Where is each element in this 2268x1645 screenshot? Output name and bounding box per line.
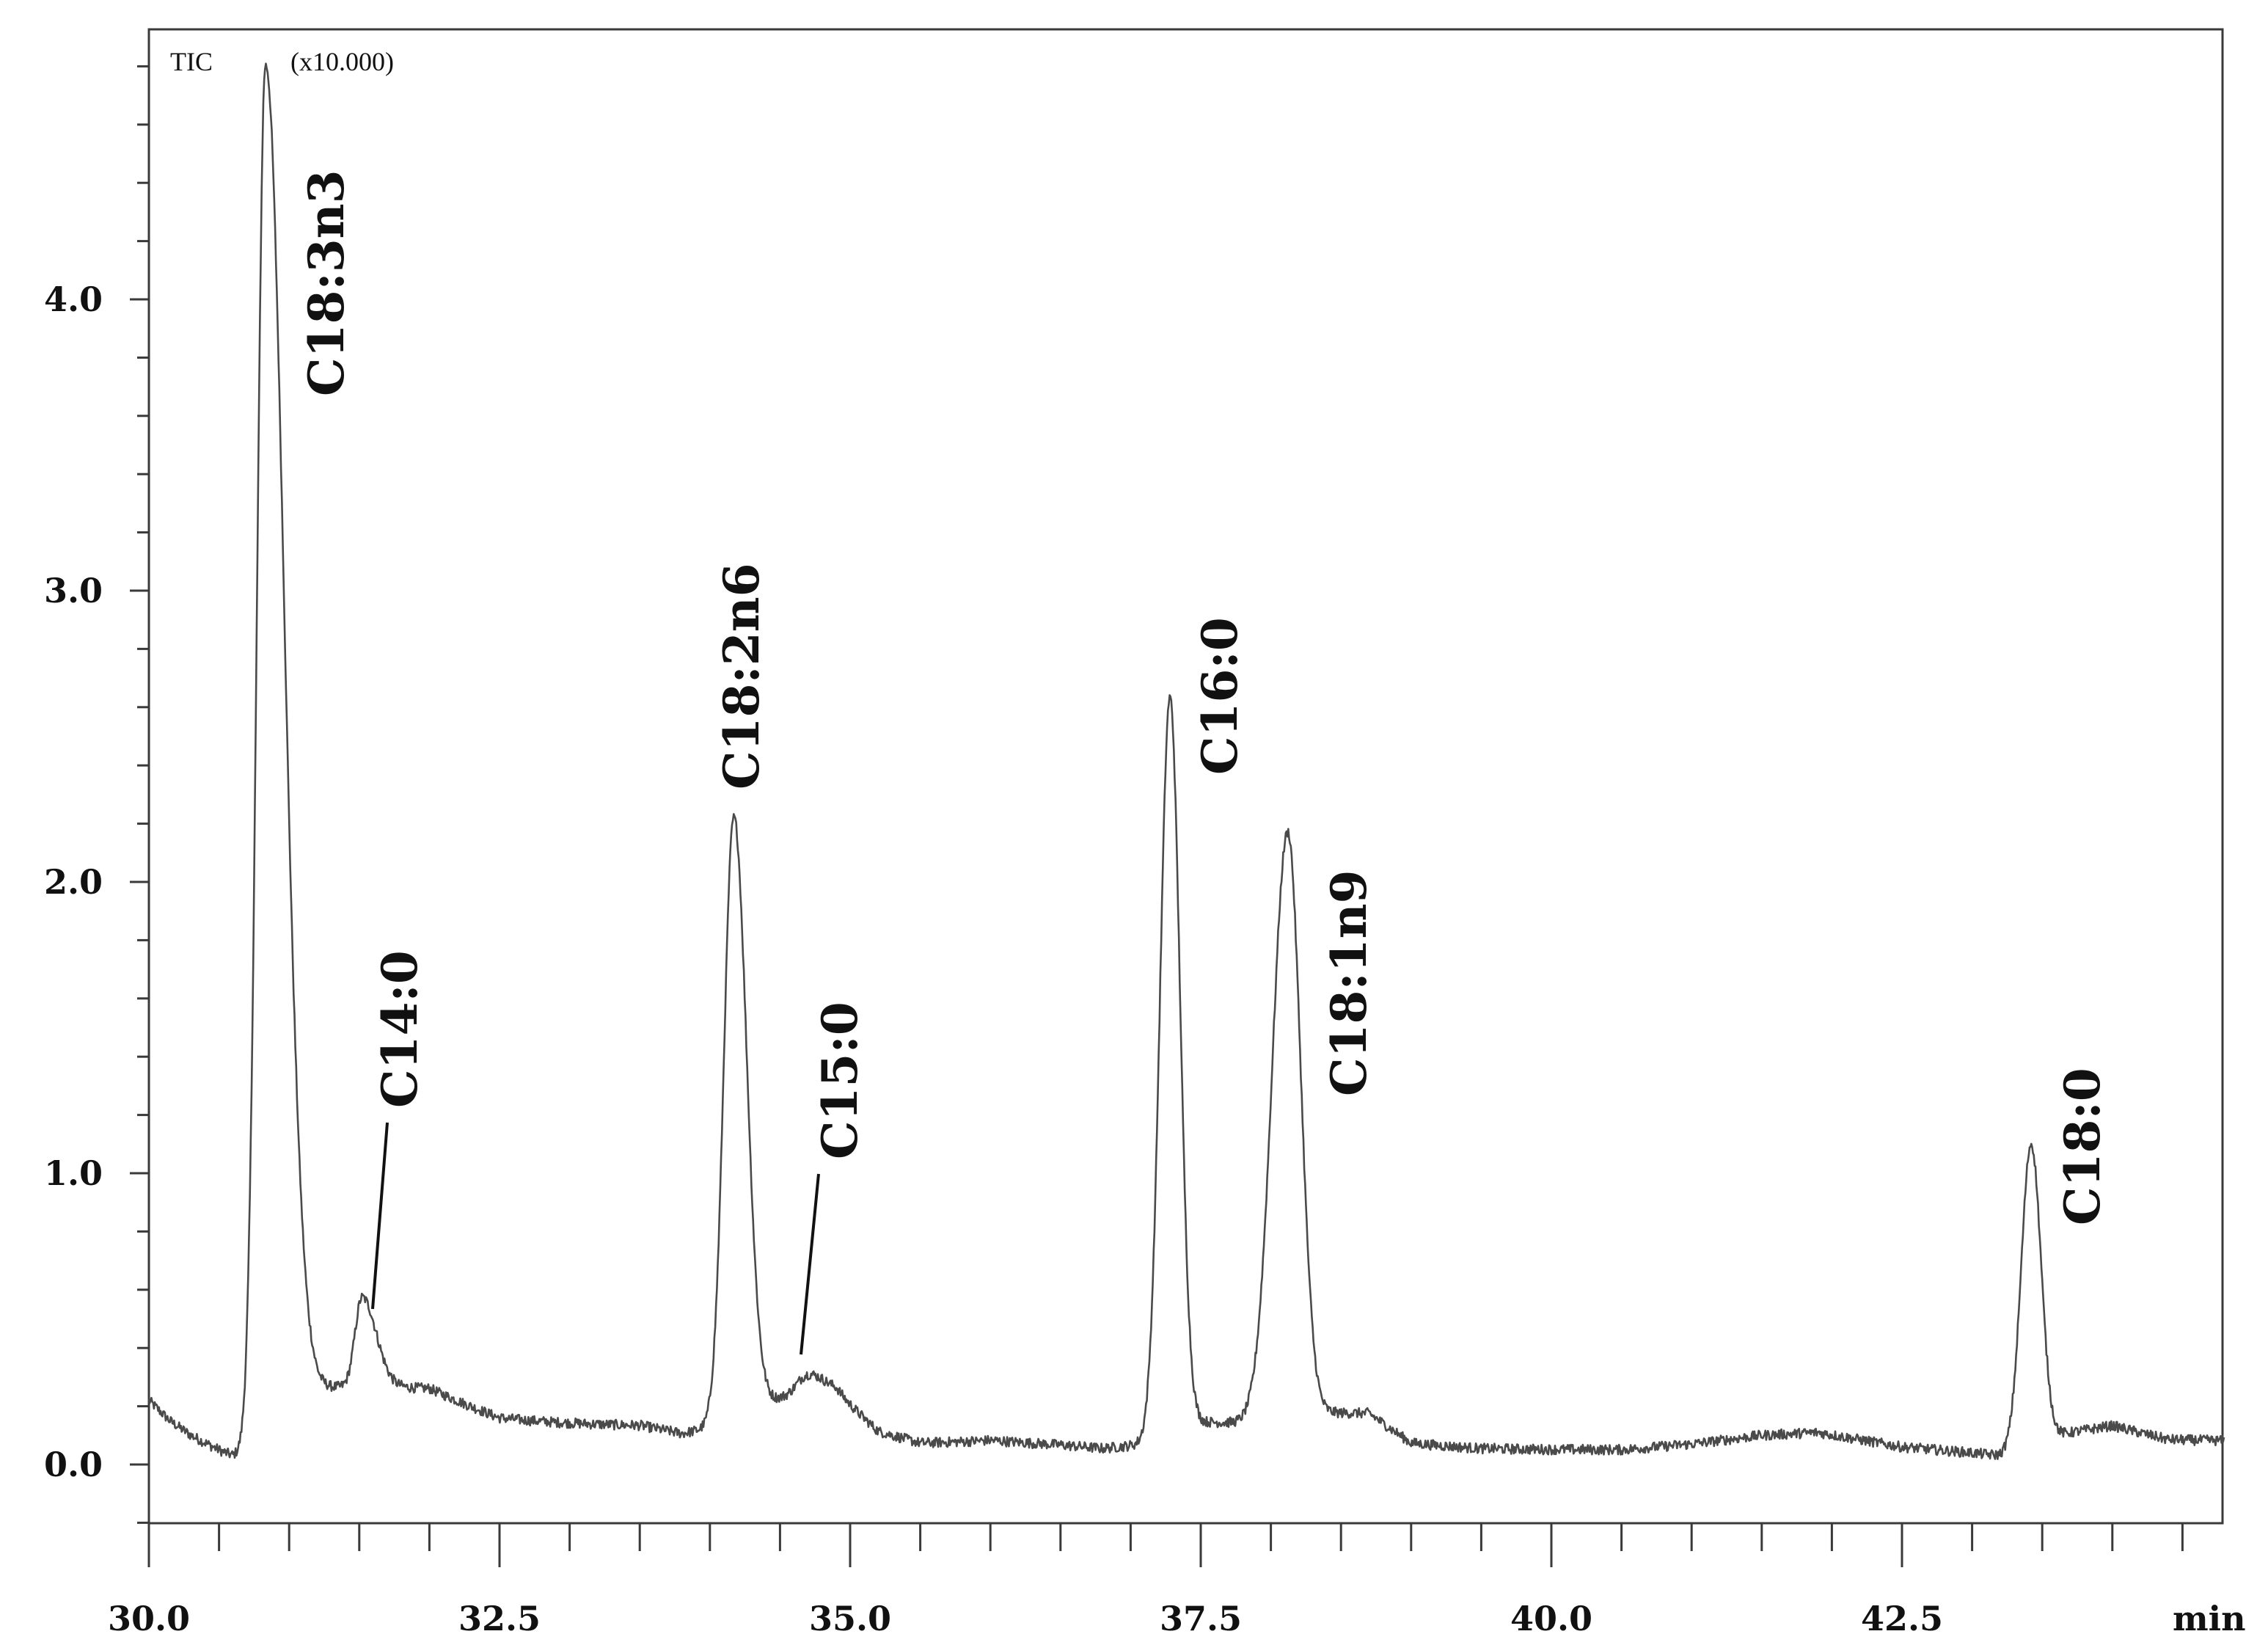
peak-label: C18:0 xyxy=(2054,1068,2111,1225)
y-tick-label: 1.0 xyxy=(44,1153,103,1193)
x-axis-unit-label: min xyxy=(2173,1599,2246,1638)
y-tick-label: 2.0 xyxy=(44,862,103,902)
x-tick-label: 30.0 xyxy=(108,1599,190,1638)
x-tick-label: 32.5 xyxy=(458,1599,541,1638)
y-axis: 0.0 1.0 2.0 3.0 4.0 xyxy=(44,65,149,1524)
peak-label: C18:3n3 xyxy=(298,169,355,396)
peak-label: C18:2n6 xyxy=(713,563,770,789)
x-tick-label: 40.0 xyxy=(1510,1599,1592,1638)
x-tick-label: 42.5 xyxy=(1861,1599,1943,1638)
peak-labels: C18:3n3 C14:0 C18:2n6 C15:0 C16:0 C18:1n9 C18:… xyxy=(298,169,2111,1355)
y-multiplier-label: (x10.000) xyxy=(290,47,394,76)
signal-label: TIC xyxy=(170,47,213,76)
peak-label: C14:0 xyxy=(371,950,428,1108)
peak-label: C15:0 xyxy=(811,1002,868,1159)
y-tick-label: 3.0 xyxy=(44,571,103,610)
plot-frame xyxy=(147,28,2224,1525)
x-axis: 30.0 32.5 35.0 37.5 40.0 42.5 xyxy=(108,1523,2184,1638)
x-tick-label: 35.0 xyxy=(809,1599,891,1638)
tic-trace xyxy=(147,62,2225,1460)
peak-label: C16:0 xyxy=(1191,617,1248,775)
peak-leader-line xyxy=(371,1122,389,1310)
peak-leader-line xyxy=(800,1173,820,1355)
x-tick-label: 37.5 xyxy=(1160,1599,1242,1638)
y-tick-label: 0.0 xyxy=(44,1445,103,1484)
peak-label: C18:1n9 xyxy=(1320,869,1378,1096)
y-tick-label: 4.0 xyxy=(44,280,103,319)
